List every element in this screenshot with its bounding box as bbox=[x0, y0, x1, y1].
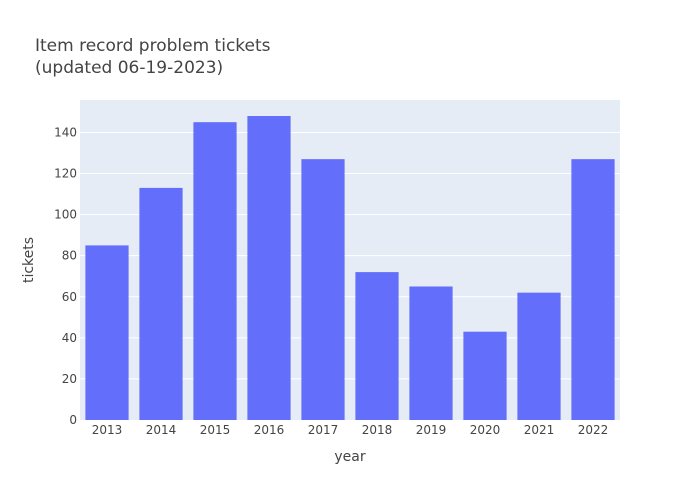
bars bbox=[85, 116, 615, 420]
bar-2016 bbox=[247, 116, 291, 420]
y-tick-label: 20 bbox=[62, 372, 77, 386]
x-tick-labels: 2013 2014 2015 2016 2017 2018 2019 2020 2021 2022 bbox=[92, 423, 609, 437]
x-tick-label: 2014 bbox=[146, 423, 177, 437]
y-axis-title: tickets bbox=[21, 237, 37, 283]
bar-2020 bbox=[463, 331, 507, 420]
y-tick-label: 60 bbox=[62, 290, 77, 304]
chart-title-line-1: Item record problem tickets bbox=[35, 36, 271, 56]
y-tick-label: 140 bbox=[54, 125, 77, 139]
x-tick-label: 2020 bbox=[470, 423, 501, 437]
y-tick-labels: 0 20 40 60 80 100 120 140 bbox=[54, 125, 77, 427]
chart-title-line-2: (updated 06-19-2023) bbox=[35, 58, 223, 78]
bar-2021 bbox=[517, 292, 561, 420]
bar-2013 bbox=[85, 245, 129, 420]
y-tick-label: 80 bbox=[62, 249, 77, 263]
x-tick-label: 2018 bbox=[362, 423, 393, 437]
bar-2022 bbox=[571, 159, 615, 420]
bar-2017 bbox=[301, 159, 345, 420]
bar-2019 bbox=[409, 286, 453, 420]
x-tick-label: 2021 bbox=[524, 423, 555, 437]
bar-2018 bbox=[355, 272, 399, 420]
y-tick-label: 0 bbox=[69, 413, 77, 427]
bar-2014 bbox=[139, 187, 183, 420]
x-tick-label: 2017 bbox=[308, 423, 339, 437]
y-tick-label: 40 bbox=[62, 331, 77, 345]
x-axis-title: year bbox=[334, 449, 365, 465]
x-tick-label: 2016 bbox=[254, 423, 285, 437]
y-tick-label: 100 bbox=[54, 208, 77, 222]
x-tick-label: 2019 bbox=[416, 423, 447, 437]
x-tick-label: 2013 bbox=[92, 423, 123, 437]
y-tick-label: 120 bbox=[54, 167, 77, 181]
bar-2015 bbox=[193, 122, 237, 420]
x-tick-label: 2022 bbox=[578, 423, 609, 437]
x-tick-label: 2015 bbox=[200, 423, 231, 437]
